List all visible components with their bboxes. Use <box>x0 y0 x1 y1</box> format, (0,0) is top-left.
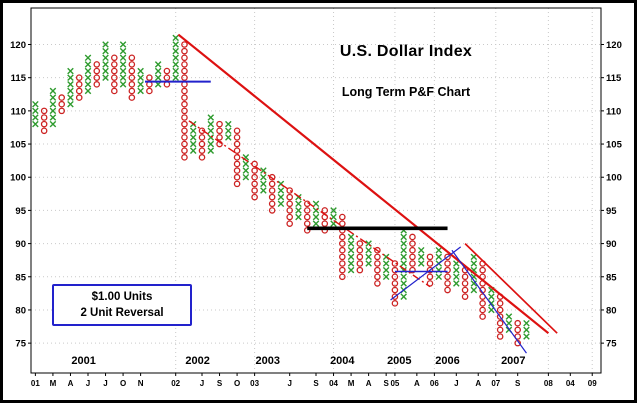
svg-text:J: J <box>454 379 458 388</box>
svg-text:75: 75 <box>606 339 617 350</box>
svg-text:J: J <box>103 379 107 388</box>
svg-text:90: 90 <box>606 239 617 250</box>
svg-text:100: 100 <box>10 173 26 184</box>
svg-text:110: 110 <box>11 106 26 117</box>
svg-text:08: 08 <box>544 379 553 388</box>
right-downtrend <box>464 242 558 334</box>
units-note-line2: 2 Unit Reversal <box>80 307 164 320</box>
trend-lines <box>145 33 558 354</box>
svg-text:2003: 2003 <box>256 355 280 367</box>
svg-text:120: 120 <box>10 40 26 51</box>
svg-text:06: 06 <box>430 379 439 388</box>
svg-text:115: 115 <box>606 73 622 84</box>
svg-text:100: 100 <box>606 173 622 184</box>
svg-text:A: A <box>475 379 481 388</box>
svg-text:95: 95 <box>606 206 617 217</box>
primary-downtrend <box>177 33 550 335</box>
secondary-downtrend-dashed <box>188 120 431 288</box>
svg-text:120: 120 <box>606 40 622 51</box>
svg-text:M: M <box>348 379 355 388</box>
svg-text:2007: 2007 <box>501 355 525 367</box>
svg-text:09: 09 <box>588 379 597 388</box>
svg-text:O: O <box>234 379 240 388</box>
pf-columns <box>32 34 530 347</box>
svg-text:2002: 2002 <box>185 355 209 367</box>
grid <box>31 8 601 373</box>
svg-text:M: M <box>50 379 57 388</box>
svg-text:2004: 2004 <box>330 355 355 367</box>
svg-text:S: S <box>313 379 319 388</box>
svg-text:115: 115 <box>11 73 27 84</box>
svg-text:04: 04 <box>566 379 575 388</box>
axes: 75 75 80 80 85 85 90 90 95 95 100 100 105 105 110 110 11… <box>10 7 623 388</box>
svg-text:80: 80 <box>15 305 26 316</box>
svg-text:S: S <box>383 379 389 388</box>
pf-chart-canvas: 75 75 80 80 85 85 90 90 95 95 100 100 105 105 110 110 11… <box>10 7 623 388</box>
units-note-box: $1.00 Units 2 Unit Reversal <box>52 284 192 327</box>
svg-text:2005: 2005 <box>387 355 411 367</box>
svg-text:75: 75 <box>15 339 26 350</box>
svg-text:04: 04 <box>329 379 338 388</box>
svg-text:105: 105 <box>606 140 623 151</box>
blue-uptrend <box>390 246 462 301</box>
svg-text:85: 85 <box>606 272 617 283</box>
svg-text:2006: 2006 <box>435 355 459 367</box>
svg-text:105: 105 <box>10 140 27 151</box>
svg-text:110: 110 <box>606 106 621 117</box>
svg-text:A: A <box>366 379 372 388</box>
svg-text:07: 07 <box>491 379 500 388</box>
svg-text:J: J <box>200 379 204 388</box>
svg-text:02: 02 <box>171 379 180 388</box>
units-note-line1: $1.00 Units <box>91 291 153 303</box>
svg-text:J: J <box>287 379 291 388</box>
blue-downtrend <box>451 249 527 354</box>
svg-text:O: O <box>120 379 126 388</box>
chart-title: U.S. Dollar Index <box>339 43 473 60</box>
svg-text:2001: 2001 <box>71 355 95 367</box>
svg-text:N: N <box>138 379 144 388</box>
svg-text:95: 95 <box>15 206 26 217</box>
svg-text:85: 85 <box>15 272 26 283</box>
svg-text:90: 90 <box>15 239 26 250</box>
svg-text:S: S <box>515 379 521 388</box>
svg-text:S: S <box>217 379 223 388</box>
svg-text:J: J <box>86 379 90 388</box>
svg-text:01: 01 <box>31 379 40 388</box>
svg-text:A: A <box>68 379 74 388</box>
chart-subtitle: Long Term P&F Chart <box>341 85 471 99</box>
svg-text:A: A <box>414 379 420 388</box>
svg-text:80: 80 <box>606 305 617 316</box>
svg-text:03: 03 <box>250 379 259 388</box>
svg-text:05: 05 <box>390 379 399 388</box>
